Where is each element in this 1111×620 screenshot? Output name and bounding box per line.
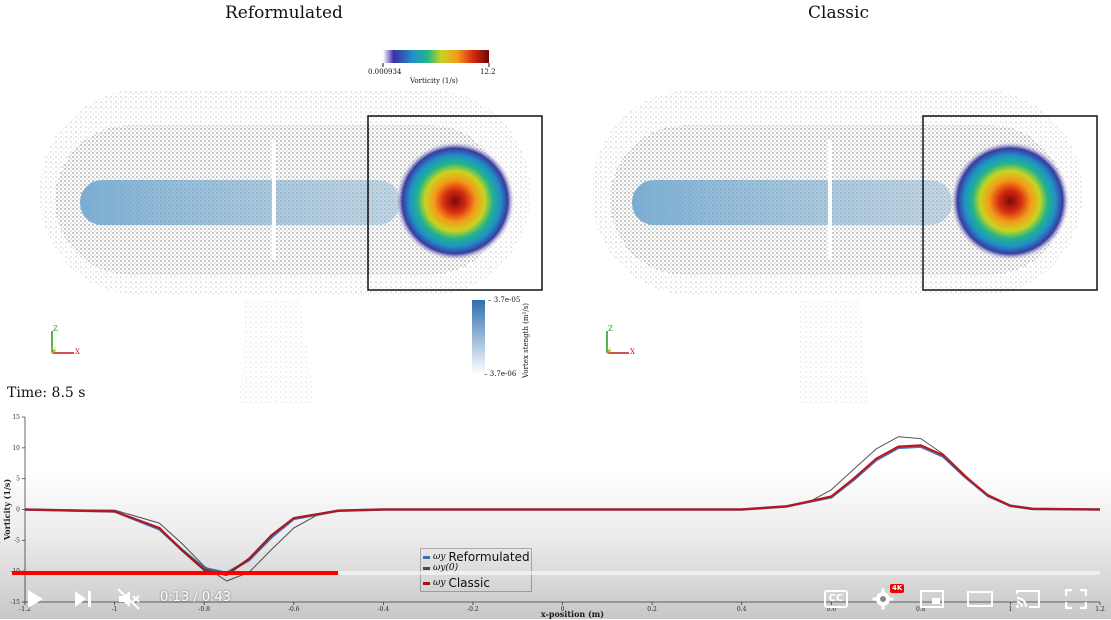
- right-axes-triad: [606, 331, 629, 354]
- vortex-strength-colorbar: [472, 300, 485, 374]
- y-tick-label: -15: [10, 599, 20, 606]
- theater-icon: [967, 591, 993, 607]
- vortex-strength-title: Vortex stength (m²/s): [522, 302, 530, 378]
- y-tick-label: 0: [16, 507, 20, 514]
- y-axis-title: Vorticity (1/s): [2, 479, 12, 542]
- cast-icon: [1016, 590, 1040, 608]
- quality-badge: 4K: [890, 584, 905, 593]
- x-tick-label: -1: [112, 606, 118, 613]
- right-triad-z: Z: [608, 325, 613, 333]
- cast-button[interactable]: [1013, 584, 1043, 614]
- left-zoom-box: [367, 115, 543, 291]
- y-tick-label: 10: [12, 445, 20, 452]
- y-tick-label: 5: [16, 476, 20, 483]
- right-zoom-box: [922, 115, 1098, 291]
- fullscreen-icon: [1065, 589, 1087, 609]
- right-panel-title: Classic: [808, 3, 869, 23]
- cc-icon: CC: [823, 590, 849, 608]
- left-triad-y: Y: [51, 347, 56, 355]
- x-tick-label: -0.4: [378, 606, 390, 613]
- miniplayer-icon: [920, 590, 944, 608]
- legend-swatch-initial: [423, 566, 430, 570]
- play-icon: [28, 590, 43, 608]
- x-tick-label: 0: [561, 606, 565, 613]
- x-tick-label: -0.6: [288, 606, 300, 613]
- captions-button[interactable]: CC: [820, 584, 852, 614]
- progress-bar[interactable]: [12, 571, 1100, 575]
- progress-played: [12, 571, 339, 575]
- legend-item-initial: ωy(0): [423, 563, 458, 573]
- simulation-view: [40, 50, 1098, 405]
- play-button[interactable]: [20, 584, 50, 614]
- left-axes-triad: [51, 331, 74, 354]
- left-triad-x: X: [75, 348, 80, 356]
- series-line-2: [24, 444, 1101, 576]
- vorticity-colorbar-min: 0.000934: [368, 68, 402, 76]
- vorticity-colorbar-max: 12.2: [480, 68, 496, 76]
- y-tick-label: -5: [14, 537, 20, 544]
- x-tick-label: 0.6: [826, 606, 836, 613]
- left-panel-title: Reformulated: [225, 3, 343, 23]
- left-vortex-core: [395, 141, 515, 261]
- x-axis-title: x-position (m): [541, 609, 604, 619]
- vortex-strength-min: – 3.7e-06: [484, 370, 517, 378]
- x-tick-label: 0.4: [737, 606, 747, 613]
- mute-button[interactable]: [114, 584, 144, 614]
- next-button[interactable]: [68, 584, 98, 614]
- theater-mode-button[interactable]: [965, 584, 995, 614]
- legend-swatch-reformulated: [423, 555, 430, 559]
- left-triad-z: Z: [53, 325, 58, 333]
- vortex-strength-max: – 3.7e-05: [488, 296, 521, 304]
- skip-next-icon: [75, 591, 91, 607]
- chart-legend: ωy Reformulated ωy(0) ωy Classic: [420, 548, 532, 592]
- miniplayer-button[interactable]: [917, 584, 947, 614]
- right-triad-y: Y: [606, 347, 611, 355]
- x-tick-label: 0.8: [916, 606, 926, 613]
- right-particle-cloud: [592, 90, 1082, 405]
- simulation-time: Time: 8.5 s: [7, 385, 86, 401]
- x-tick-label: -0.2: [467, 606, 479, 613]
- legend-item-classic: ωy Classic: [423, 576, 490, 590]
- left-particle-cloud: [40, 90, 530, 405]
- gear-icon: [872, 588, 894, 610]
- vorticity-colorbar-title: Vorticity (1/s): [410, 77, 459, 85]
- fullscreen-button[interactable]: [1061, 584, 1091, 614]
- settings-button[interactable]: [868, 584, 898, 614]
- time-display: 0:13 / 0:43: [160, 590, 232, 605]
- legend-item-reformulated: ωy Reformulated: [423, 550, 530, 564]
- y-tick-label: 15: [12, 414, 20, 421]
- legend-swatch-classic: [423, 581, 430, 585]
- x-tick-label: -0.8: [198, 606, 210, 613]
- right-triad-x: X: [630, 348, 635, 356]
- x-tick-label: 1: [1009, 606, 1013, 613]
- volume-muted-icon: [117, 588, 140, 610]
- vorticity-colorbar: [383, 50, 489, 63]
- right-vortex-core: [950, 141, 1070, 261]
- x-tick-label: 0.2: [647, 606, 657, 613]
- x-tick-label: 1.2: [1095, 606, 1105, 613]
- x-tick-label: -1.2: [19, 606, 31, 613]
